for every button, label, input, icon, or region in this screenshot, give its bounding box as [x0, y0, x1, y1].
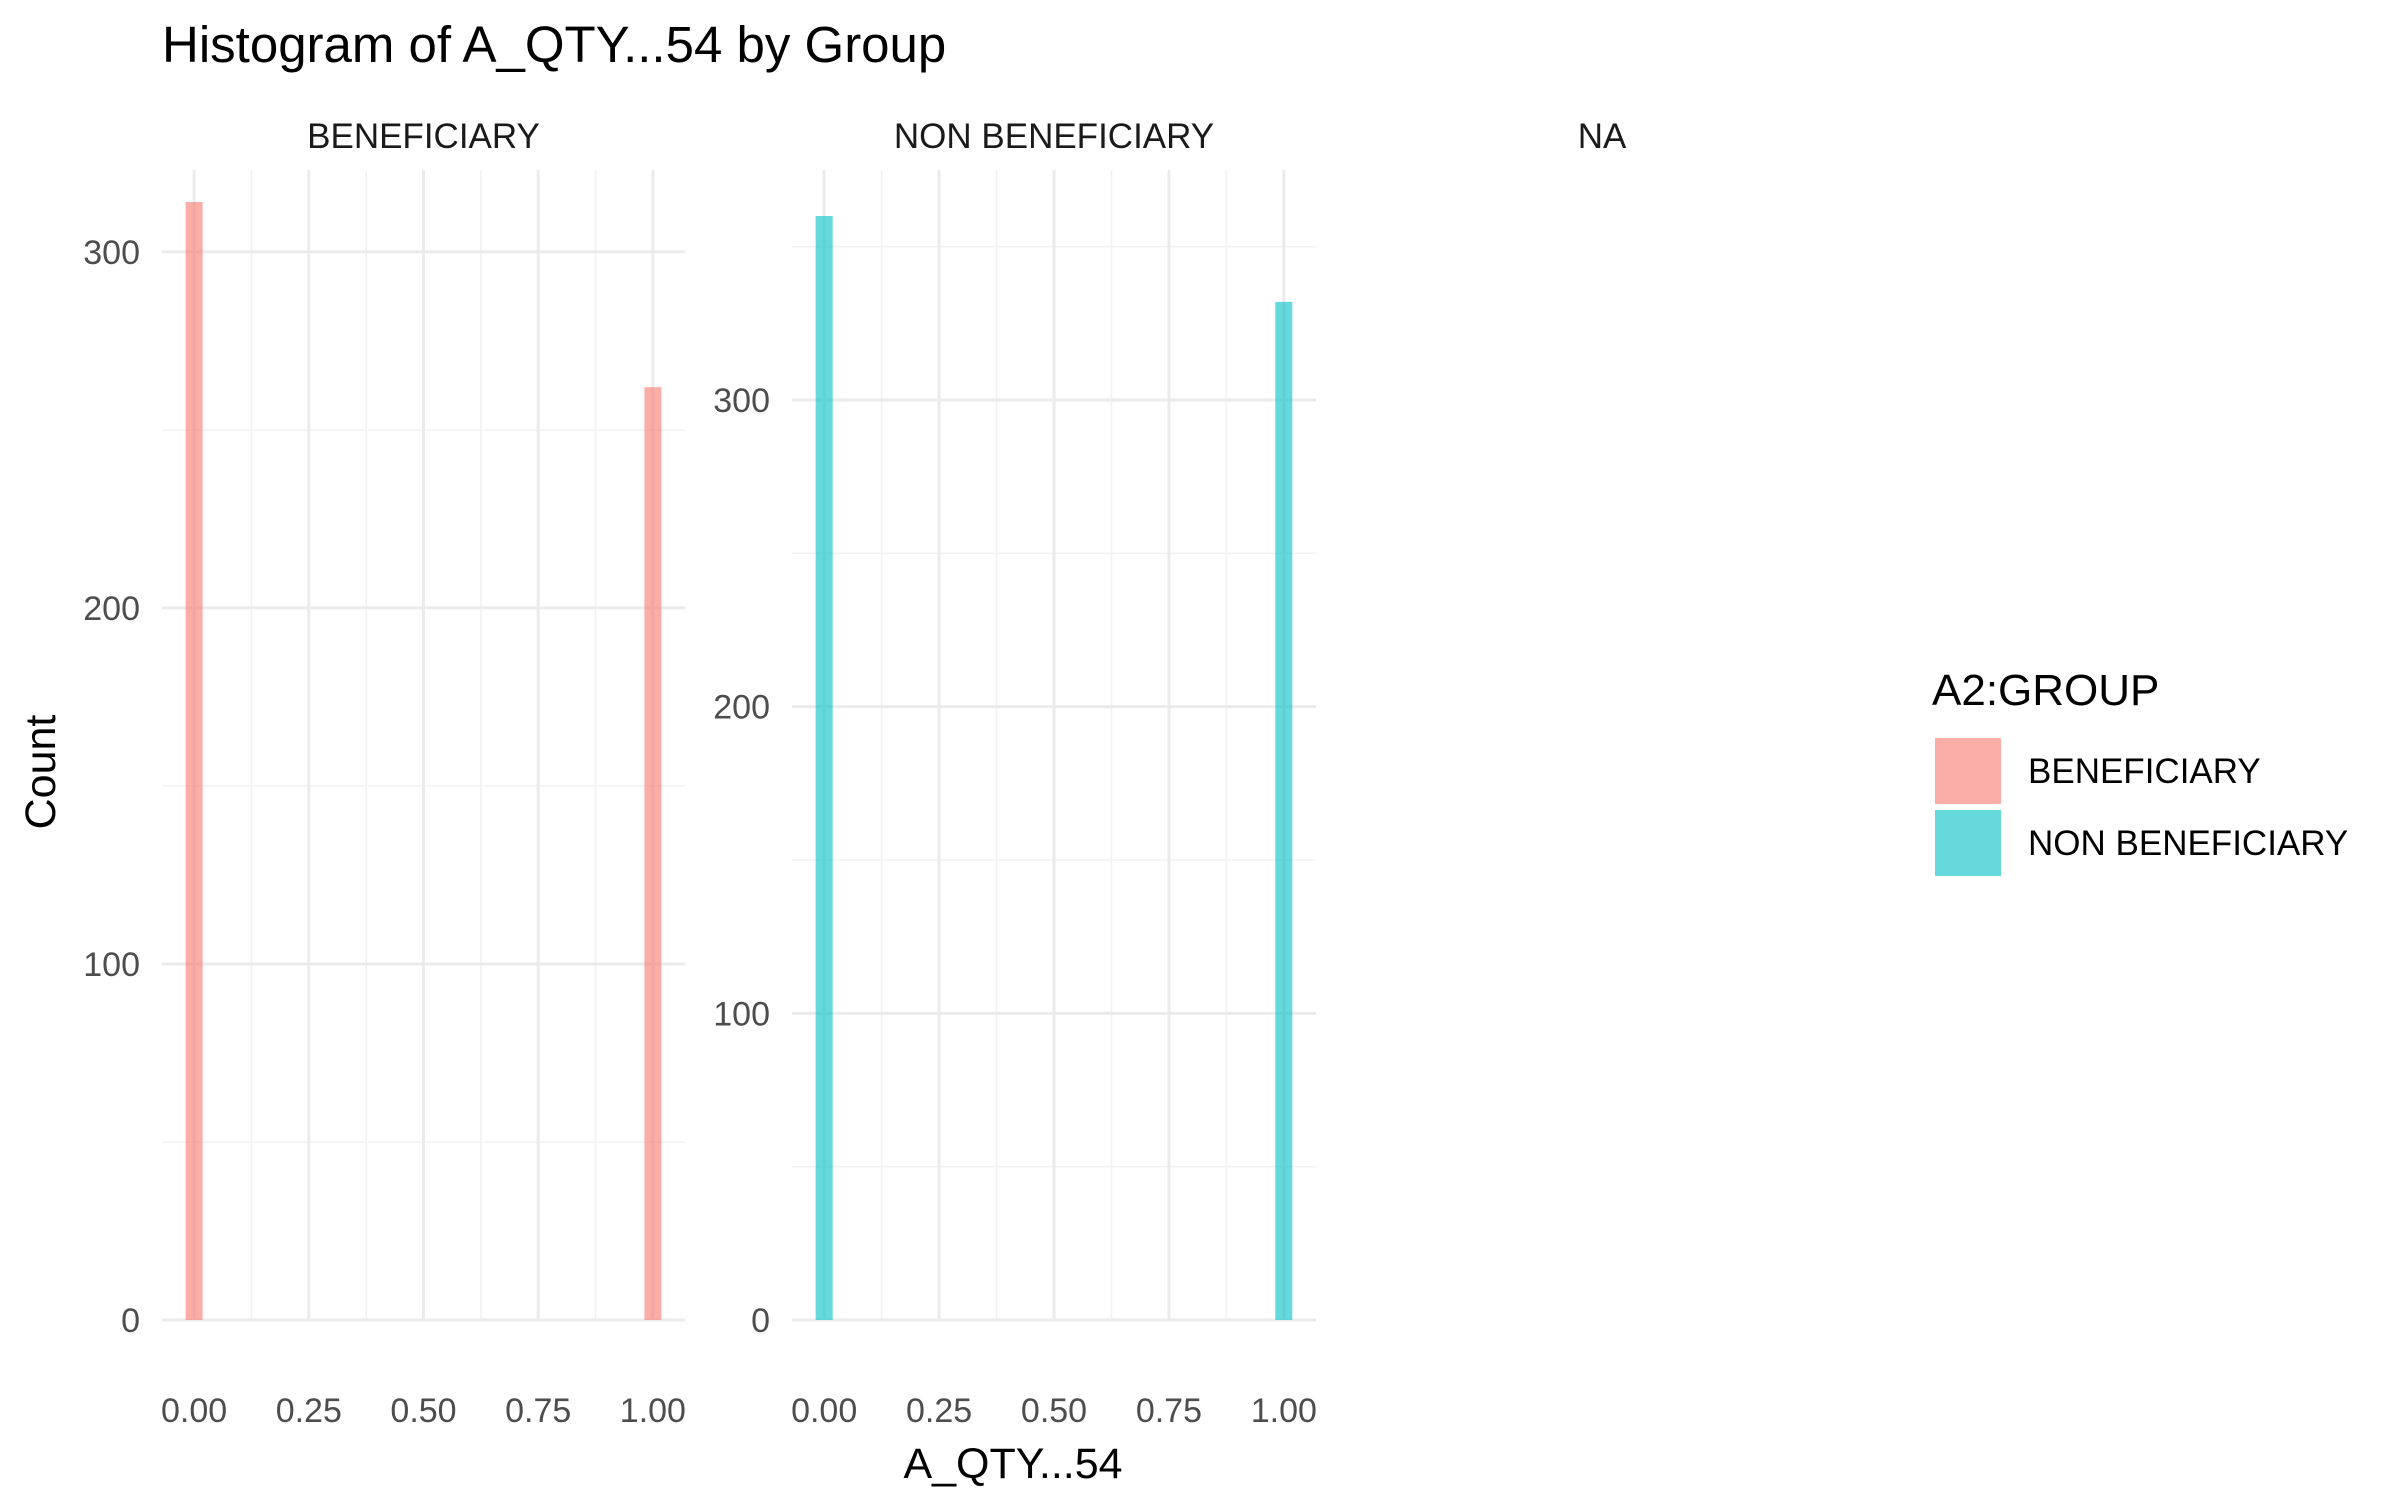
x-tick-label: 0.75 — [1136, 1392, 1202, 1430]
x-tick-label: 0.00 — [791, 1392, 857, 1430]
facet-panel: NON BENEFICIARY 0.00 0.25 0.50 0.75 1.00 0 100 2… — [713, 117, 1317, 1430]
x-tick-label: 0.25 — [906, 1392, 972, 1430]
y-tick-label: 0 — [751, 1302, 770, 1340]
histogram-bar — [644, 387, 662, 1321]
y-tick-label: 100 — [83, 946, 140, 984]
y-tick-label: 300 — [713, 382, 770, 420]
x-tick-label: 0.50 — [1021, 1392, 1087, 1430]
facet-panel: BENEFICIARY 0.00 0.25 0.50 0.75 1.00 0 100 200 30… — [83, 117, 686, 1430]
facet-strip-label: NON BENEFICIARY — [894, 117, 1214, 156]
facet-strip-label: NA — [1578, 117, 1627, 156]
histogram-bar — [815, 216, 833, 1320]
legend-label: NON BENEFICIARY — [2028, 824, 2348, 863]
x-tick-label: 1.00 — [620, 1392, 686, 1430]
legend-title: A2:GROUP — [1932, 666, 2159, 715]
x-tick-label: 1.00 — [1251, 1392, 1317, 1430]
y-tick-label: 200 — [83, 590, 140, 628]
y-tick-label: 100 — [713, 995, 770, 1033]
facet-panel: NA — [1578, 117, 1627, 156]
x-tick-label: 0.00 — [161, 1392, 227, 1430]
y-tick-label: 0 — [121, 1302, 140, 1340]
legend: A2:GROUP BENEFICIARY NON BENEFICIARY — [1932, 666, 2348, 876]
legend-key — [1935, 738, 2001, 804]
x-axis-title: A_QTY...54 — [903, 1440, 1122, 1488]
legend-label: BENEFICIARY — [2028, 752, 2261, 791]
x-tick-label: 0.75 — [505, 1392, 571, 1430]
histogram-bar — [185, 202, 203, 1321]
legend-key — [1935, 810, 2001, 876]
y-axis-title: Count — [17, 715, 65, 830]
chart-title: Histogram of A_QTY...54 by Group — [162, 16, 946, 73]
y-tick-label: 300 — [83, 234, 140, 272]
facet-panels: BENEFICIARY 0.00 0.25 0.50 0.75 1.00 0 100 200 30… — [83, 117, 1627, 1430]
histogram-bar — [1275, 301, 1293, 1320]
x-tick-label: 0.25 — [276, 1392, 342, 1430]
facet-strip-label: BENEFICIARY — [307, 117, 540, 156]
y-tick-label: 200 — [713, 689, 770, 727]
x-tick-label: 0.50 — [390, 1392, 456, 1430]
